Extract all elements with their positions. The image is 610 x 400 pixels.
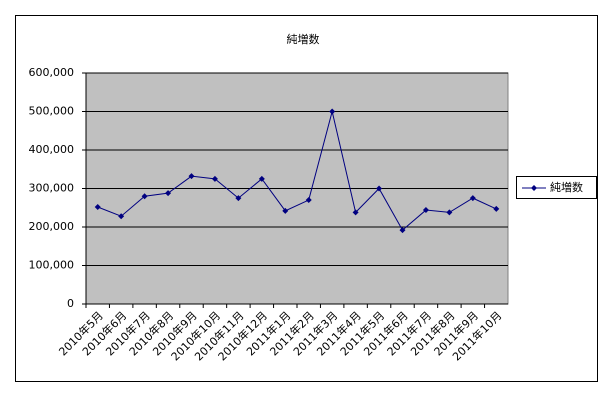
point-marker <box>352 209 359 216</box>
point-marker <box>141 193 148 200</box>
point-marker <box>282 207 289 214</box>
point-marker <box>118 213 125 220</box>
y-tick-label: 200,000 <box>29 220 75 233</box>
series-line <box>97 111 497 231</box>
chart-title: 純増数 <box>287 33 320 46</box>
point-marker <box>235 195 242 202</box>
legend-box <box>516 176 597 199</box>
point-marker <box>422 207 429 214</box>
point-marker <box>188 173 195 180</box>
y-tick-label: 300,000 <box>29 182 75 195</box>
point-marker <box>94 203 101 210</box>
y-tick-label: 400,000 <box>29 143 75 156</box>
point-marker <box>211 175 218 182</box>
point-marker <box>165 190 172 197</box>
y-tick-label: 100,000 <box>29 259 75 272</box>
point-marker <box>305 197 312 204</box>
point-marker <box>258 175 265 182</box>
point-marker <box>329 108 336 115</box>
y-tick-label: 0 <box>67 297 74 310</box>
y-tick-label: 500,000 <box>29 105 75 118</box>
point-marker <box>446 209 453 216</box>
point-marker <box>376 185 383 192</box>
point-marker <box>493 205 500 212</box>
legend-marker <box>531 185 537 191</box>
point-marker <box>469 195 476 202</box>
y-tick-label: 600,000 <box>29 66 75 79</box>
point-marker <box>399 227 406 234</box>
legend-label: 純増数 <box>550 181 583 194</box>
